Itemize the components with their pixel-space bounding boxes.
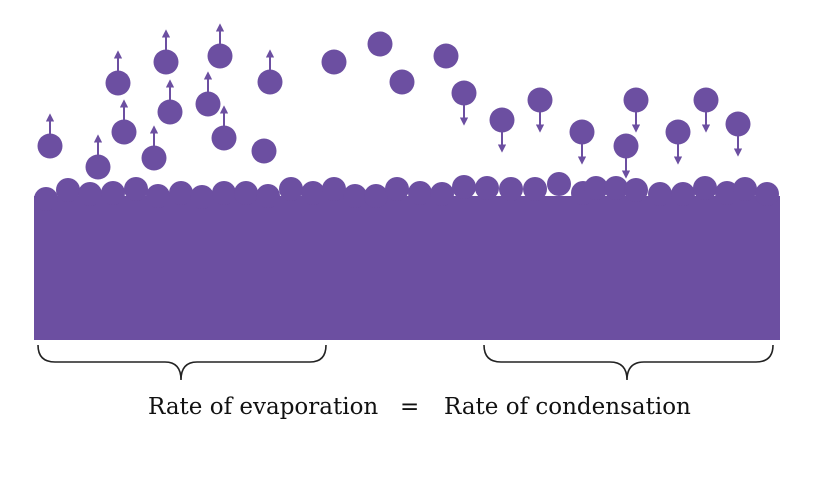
evaporating-molecule bbox=[141, 125, 167, 171]
liquid-body bbox=[34, 172, 780, 340]
gas-molecule bbox=[433, 43, 459, 69]
molecule-circle bbox=[569, 119, 595, 145]
surface-molecule bbox=[101, 181, 125, 205]
condensing-molecule bbox=[527, 87, 553, 133]
molecule-circle bbox=[725, 111, 751, 137]
gas-molecule bbox=[389, 69, 415, 95]
molecule-circle bbox=[623, 87, 649, 113]
condensing-molecule bbox=[693, 87, 719, 133]
surface-molecule bbox=[279, 177, 303, 201]
surface-molecule bbox=[648, 182, 672, 206]
molecule-circle bbox=[157, 99, 183, 125]
equals-sign: = bbox=[400, 394, 420, 420]
surface-molecule bbox=[547, 172, 571, 196]
evaporating-molecule bbox=[153, 29, 179, 75]
condensing-molecule bbox=[665, 119, 691, 165]
evaporation-bracket bbox=[37, 344, 327, 381]
surface-molecule bbox=[364, 184, 388, 208]
surface-molecule bbox=[715, 181, 739, 205]
surface-molecule bbox=[212, 181, 236, 205]
molecule-circle bbox=[321, 49, 347, 75]
condensing-molecule bbox=[451, 80, 477, 126]
condensation-rate-label: Rate of condensation bbox=[444, 394, 691, 420]
condensing-molecule bbox=[569, 119, 595, 165]
surface-molecule bbox=[56, 178, 80, 202]
molecule-circle bbox=[693, 87, 719, 113]
evaporating-molecule bbox=[85, 134, 111, 180]
molecule-circle bbox=[613, 133, 639, 159]
surface-molecule bbox=[755, 182, 779, 206]
surface-molecule bbox=[169, 181, 193, 205]
evaporating-molecule bbox=[37, 113, 63, 159]
molecule-circle bbox=[367, 31, 393, 57]
liquid-surface bbox=[34, 172, 779, 211]
molecule-circle bbox=[665, 119, 691, 145]
surface-molecule bbox=[452, 175, 476, 199]
surface-molecule bbox=[523, 177, 547, 201]
molecule-circle bbox=[37, 133, 63, 159]
surface-molecule bbox=[78, 182, 102, 206]
evaporating-molecule bbox=[207, 23, 233, 69]
evaporating-molecule bbox=[211, 105, 237, 151]
condensation-bracket bbox=[483, 344, 774, 381]
evaporating-molecule bbox=[111, 99, 137, 145]
surface-molecule bbox=[322, 177, 346, 201]
surface-molecule bbox=[584, 176, 608, 200]
molecule-circle bbox=[207, 43, 233, 69]
evaporating-molecule bbox=[195, 71, 221, 117]
surface-molecule bbox=[499, 177, 523, 201]
molecule-circle bbox=[195, 91, 221, 117]
condensing-molecule bbox=[613, 133, 639, 179]
molecule-circle bbox=[211, 125, 237, 151]
surface-molecule bbox=[234, 181, 258, 205]
molecule-circle bbox=[433, 43, 459, 69]
surface-molecule bbox=[733, 177, 757, 201]
gas-molecule bbox=[251, 138, 277, 164]
gas-molecules bbox=[37, 23, 751, 180]
liquid-rect bbox=[34, 196, 780, 340]
condensing-molecule bbox=[623, 87, 649, 133]
molecule-circle bbox=[111, 119, 137, 145]
molecule-circle bbox=[257, 69, 283, 95]
surface-molecule bbox=[624, 178, 648, 202]
molecule-circle bbox=[85, 154, 111, 180]
evaporation-rate-label: Rate of evaporation bbox=[148, 394, 379, 420]
evaporating-molecule bbox=[257, 49, 283, 95]
surface-molecule bbox=[475, 176, 499, 200]
surface-molecule bbox=[671, 182, 695, 206]
surface-molecule bbox=[146, 184, 170, 208]
molecule-circle bbox=[527, 87, 553, 113]
molecule-circle bbox=[389, 69, 415, 95]
surface-molecule bbox=[408, 181, 432, 205]
molecule-circle bbox=[153, 49, 179, 75]
molecule-circle bbox=[489, 107, 515, 133]
gas-molecule bbox=[321, 49, 347, 75]
surface-molecule bbox=[124, 177, 148, 201]
evaporating-molecule bbox=[157, 79, 183, 125]
surface-molecule bbox=[256, 184, 280, 208]
surface-molecule bbox=[190, 185, 214, 209]
molecule-circle bbox=[451, 80, 477, 106]
gas-molecule bbox=[367, 31, 393, 57]
molecule-circle bbox=[105, 70, 131, 96]
surface-molecule bbox=[343, 184, 367, 208]
surface-molecule bbox=[301, 181, 325, 205]
molecule-circle bbox=[251, 138, 277, 164]
surface-molecule bbox=[385, 177, 409, 201]
surface-molecule bbox=[430, 182, 454, 206]
surface-molecule bbox=[693, 176, 717, 200]
evaporating-molecule bbox=[105, 50, 131, 96]
surface-molecule bbox=[34, 187, 58, 211]
condensing-molecule bbox=[489, 107, 515, 153]
surface-molecule bbox=[604, 176, 628, 200]
molecule-circle bbox=[141, 145, 167, 171]
condensing-molecule bbox=[725, 111, 751, 157]
